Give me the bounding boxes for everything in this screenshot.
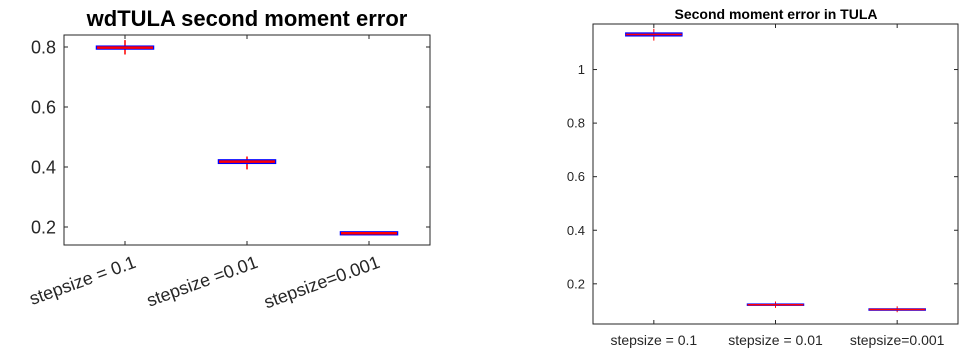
y-tick-label: 0.8: [31, 37, 56, 57]
chart-right-plot-area: [593, 24, 958, 324]
y-tick-label: 1: [578, 62, 585, 77]
y-tick-label: 0.2: [31, 217, 56, 237]
y-tick-label: 0.4: [31, 157, 56, 177]
x-tick-label: stepsize = 0.1: [27, 252, 139, 309]
y-tick-label: 0.6: [567, 169, 585, 184]
box-2: [341, 232, 397, 236]
chart-left: wdTULA second moment error 0.20.40.60.8 …: [27, 6, 430, 312]
x-tick-label: stepsize=0.001: [261, 252, 382, 312]
y-tick-label: 0.6: [31, 97, 56, 117]
x-tick-label: stepsize = 0.1: [610, 332, 697, 348]
y-tick-label: 0.2: [567, 276, 585, 291]
x-tick-label: stepsize=0.001: [850, 332, 945, 348]
y-tick-label: 0.8: [567, 116, 585, 131]
x-tick-label: stepsize =0.01: [144, 252, 260, 311]
x-tick-label: stepsize = 0.01: [728, 332, 823, 348]
chart-right-title: Second moment error in TULA: [674, 6, 877, 22]
y-tick-label: 0.4: [567, 223, 585, 238]
chart-right: Second moment error in TULA 0.2 0.4 0.6 0.8…: [567, 6, 958, 348]
chart-left-title: wdTULA second moment error: [86, 6, 408, 31]
chart-left-plot-area: [64, 35, 430, 245]
